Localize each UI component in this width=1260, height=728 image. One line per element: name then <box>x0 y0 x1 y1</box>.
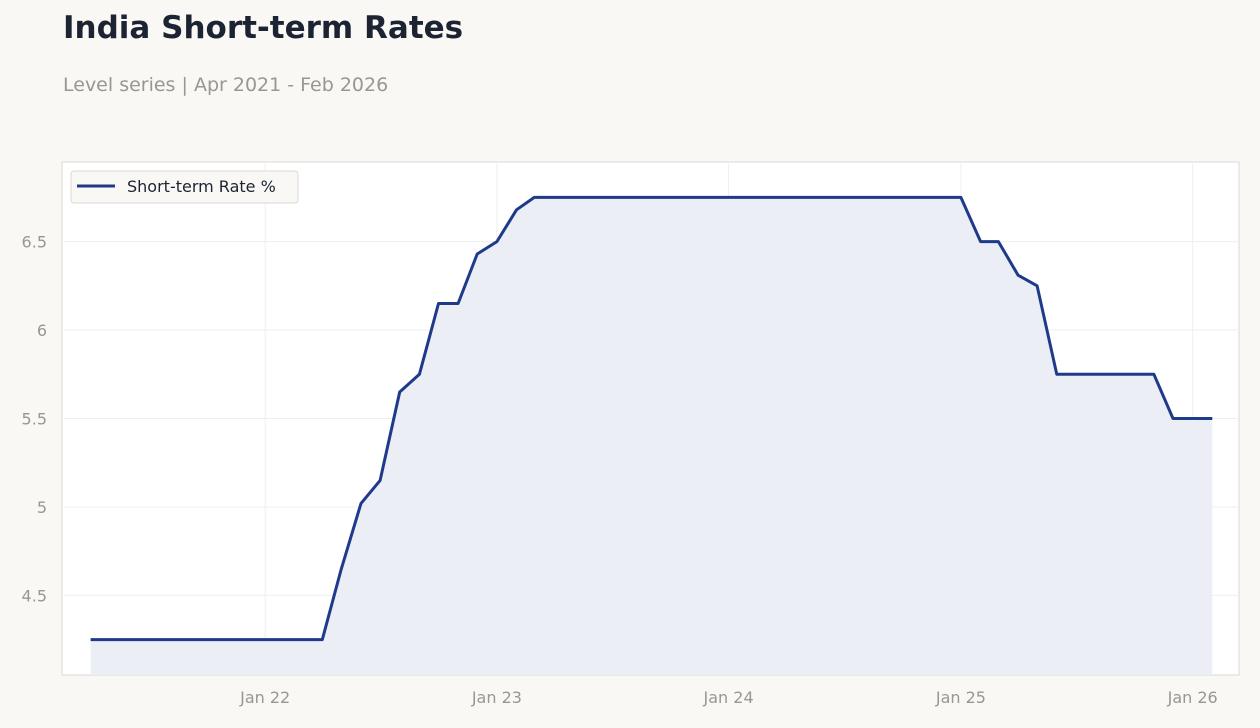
x-tick-label: Jan 23 <box>471 688 522 707</box>
y-tick-label: 5.5 <box>22 410 47 429</box>
y-tick-label: 6 <box>37 321 47 340</box>
chart-subtitle: Level series | Apr 2021 - Feb 2026 <box>63 74 389 96</box>
y-tick-label: 6.5 <box>22 233 47 252</box>
y-tick-label: 5 <box>37 498 47 517</box>
legend-label: Short-term Rate % <box>127 177 276 196</box>
y-axis-ticks: 4.5 5 5.5 6 6.5 <box>22 233 47 606</box>
x-tick-label: Jan 26 <box>1167 688 1218 707</box>
y-tick-label: 4.5 <box>22 586 47 605</box>
x-tick-label: Jan 22 <box>239 688 290 707</box>
legend-box <box>70 170 299 204</box>
series-area-fill <box>90 197 1213 675</box>
line-layer <box>90 195 1213 642</box>
series-line <box>90 195 1213 642</box>
x-axis-ticks: Jan 22 Jan 23 Jan 24 Jan 25 Jan 26 <box>239 688 1218 707</box>
legend: Short-term Rate % <box>70 170 299 204</box>
chart-title: India Short-term Rates <box>63 10 464 46</box>
area-layer <box>90 197 1213 675</box>
x-tick-label: Jan 24 <box>703 688 754 707</box>
x-tick-label: Jan 25 <box>935 688 986 707</box>
